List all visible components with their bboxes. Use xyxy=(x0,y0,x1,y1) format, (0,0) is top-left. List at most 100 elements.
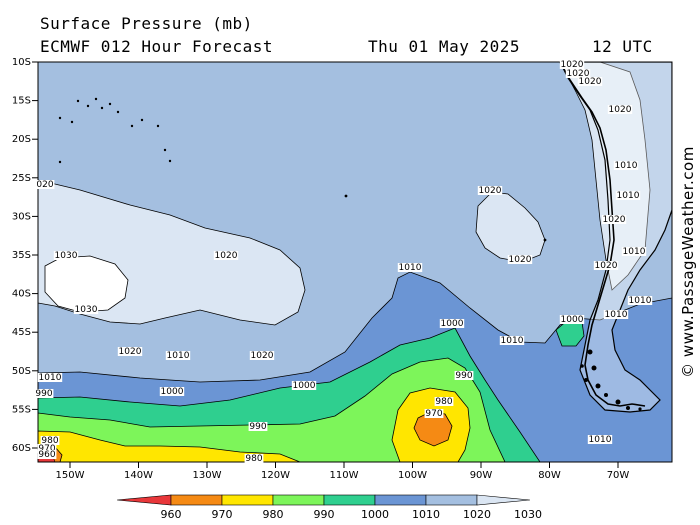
isobar-label-coast-1020-f: 1020 xyxy=(595,261,618,271)
forecast-date: Thu 01 May 2025 xyxy=(368,37,520,56)
isobar-label-980-c: 980 xyxy=(245,454,262,464)
lat-label-10s: 10S xyxy=(12,57,31,68)
lat-label-60s: 60S xyxy=(12,443,31,454)
isobar-label-1000-c-bg xyxy=(291,381,317,390)
isobar-label-1010-e-bg xyxy=(587,435,613,444)
lon-label-120w: 120W xyxy=(261,470,290,481)
isobar-label-1030-a: 1030 xyxy=(55,251,78,261)
isobar-label-1020-e-bg xyxy=(507,255,533,264)
isobar-label-coast-1020-e: 1020 xyxy=(603,215,626,225)
lon-label-80w: 80W xyxy=(538,470,561,481)
isobar-label-1010-a: 1010 xyxy=(399,263,422,273)
isobar-label-980-c-bg xyxy=(244,454,264,463)
isobar-label-coast-1020-b: 1020 xyxy=(567,69,590,79)
lon-label-70w: 70W xyxy=(607,470,630,481)
isobar-label-1020-d: 1020 xyxy=(479,186,502,196)
isobar-label-coast-1020-a: 1020 xyxy=(561,60,584,70)
isobar-label-960-bg xyxy=(37,450,57,459)
legend-swatch-1000 xyxy=(374,494,427,506)
pressure-band-980-990 xyxy=(38,357,506,462)
isobar-label-970-a: 970 xyxy=(425,409,442,419)
isobar-label-1000-c: 1000 xyxy=(293,381,316,391)
legend-swatch-960 xyxy=(170,494,223,506)
isobar-label-980-b-bg xyxy=(40,436,60,445)
lat-label-15s: 15S xyxy=(12,96,31,107)
legend-label-1000: 1000 xyxy=(361,508,389,521)
legend-label-990: 990 xyxy=(314,508,335,521)
isobar-label-1020-e: 1020 xyxy=(509,255,532,265)
isobar-label-coast-1020-b-bg xyxy=(565,69,591,78)
map-area xyxy=(38,62,672,462)
isobar-label-020-edge: 020 xyxy=(36,180,53,190)
isobar-label-1030-a-bg xyxy=(53,251,79,260)
isobar-label-coast-1010-d-bg xyxy=(627,296,653,305)
lon-label-130w: 130W xyxy=(193,470,222,481)
isobar-label-coast-1020-d-bg xyxy=(607,105,633,114)
legend-swatch-gt-1030 xyxy=(476,494,531,506)
isobar-label-1000-d-bg xyxy=(559,315,585,324)
lon-label-100w: 100W xyxy=(398,470,427,481)
pressure-band-970-980 xyxy=(38,430,301,462)
isobar-label-coast-1010-c: 1010 xyxy=(623,247,646,257)
lat-label-40s: 40S xyxy=(12,289,31,300)
isobar-label-1030-b-bg xyxy=(73,305,99,314)
isobar-label-020-edge-bg xyxy=(35,180,55,189)
isobar-label-1010-d: 1010 xyxy=(501,336,524,346)
pacific-islands xyxy=(58,97,547,242)
lon-label-90w: 90W xyxy=(470,470,493,481)
isobar-label-coast-1020-c: 1020 xyxy=(579,77,602,87)
high-1020-east-cell xyxy=(475,191,546,263)
legend-swatch-980 xyxy=(272,494,325,506)
isobar-label-coast-1010-a-bg xyxy=(613,161,639,170)
isobar-label-980-b: 980 xyxy=(41,436,58,446)
isobar-label-coast-1020-a-bg xyxy=(559,60,585,69)
legend-label-970: 970 xyxy=(212,508,233,521)
isobar-label-1010-e: 1010 xyxy=(589,435,612,445)
isobar-label-1000-a-bg xyxy=(439,319,465,328)
isobar-label-990-b-bg xyxy=(34,389,54,398)
isobar-label-1020-b: 1020 xyxy=(119,347,142,357)
legend-label-980: 980 xyxy=(263,508,284,521)
isobar-label-coast-1020-d: 1020 xyxy=(609,105,632,115)
continent-coast xyxy=(559,62,646,407)
isobar-label-1000-b-bg xyxy=(159,387,185,396)
isobar-label-1010-a-bg xyxy=(397,263,423,272)
isobar-label-990-c-bg xyxy=(248,422,268,431)
isobar-label-1010-b: 1010 xyxy=(39,373,62,383)
legend-swatch-990 xyxy=(323,494,376,506)
isobar-label-1020-d-bg xyxy=(477,186,503,195)
isobar-label-1010-b-bg xyxy=(37,373,63,382)
isobar-label-coast-1010-a: 1010 xyxy=(615,161,638,171)
isobar-label-970-b-bg xyxy=(37,444,57,453)
lat-label-50s: 50S xyxy=(12,366,31,377)
isobar-label-1020-a: 1020 xyxy=(215,251,238,261)
longitude-axis: 150W 140W 130W 120W 110W 100W 90W 80W 70W xyxy=(56,462,630,481)
isobar-label-990-c: 990 xyxy=(249,422,266,432)
map-frame xyxy=(37,61,673,463)
isobar-label-coast-1020-e-bg xyxy=(601,215,627,224)
legend-swatch-lt-960 xyxy=(116,494,172,506)
isobar-label-1000-b: 1000 xyxy=(161,387,184,397)
isobar-label-1010-c-bg xyxy=(165,351,191,360)
lat-label-35s: 35S xyxy=(12,250,31,261)
isobar-label-1020-c-bg xyxy=(249,351,275,360)
isobar-label-coast-1010-e: 1010 xyxy=(605,310,628,320)
isobar-label-980-a: 980 xyxy=(435,397,452,407)
lat-label-55s: 55S xyxy=(12,404,31,415)
lat-label-20s: 20S xyxy=(12,134,31,145)
isobar-label-coast-1010-b-bg xyxy=(615,191,641,200)
isobar-label-1010-c: 1010 xyxy=(167,351,190,361)
legend-swatch-970 xyxy=(221,494,274,506)
isobar-label-970-b: 970 xyxy=(38,444,55,454)
lat-label-25s: 25S xyxy=(12,173,31,184)
isobar-label-1000-d: 1000 xyxy=(561,315,584,325)
coastal-high-1020 xyxy=(559,62,651,291)
isobar-label-coast-1010-c-bg xyxy=(621,247,647,256)
isobar-label-coast-1010-d: 1010 xyxy=(629,296,652,306)
isobar-label-980-a-bg xyxy=(434,397,454,406)
lon-label-140w: 140W xyxy=(124,470,153,481)
latitude-axis: 10S 15S 20S 25S 30S 35S 40S 45S 50S 55S 60S xyxy=(12,57,38,454)
isobar-label-970-a-bg xyxy=(424,409,444,418)
